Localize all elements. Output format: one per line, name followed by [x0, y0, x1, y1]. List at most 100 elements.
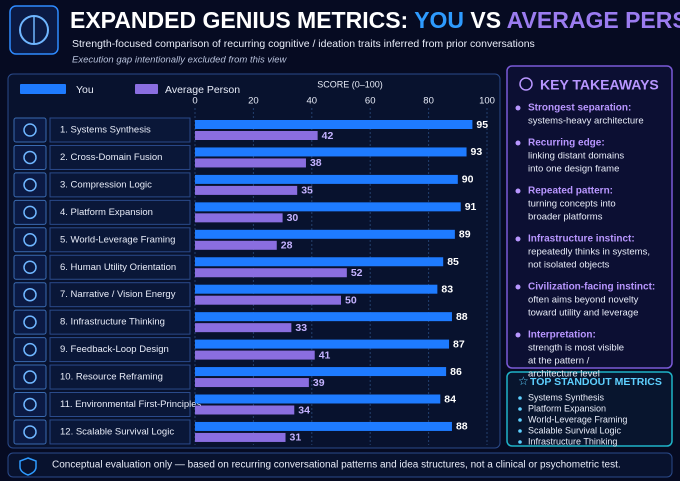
icon-glyph — [23, 260, 37, 274]
value-label: 52 — [351, 267, 363, 279]
category-label: 10. Resource Reframing — [60, 372, 163, 383]
category-label: 11. Environmental First-Principles — [60, 399, 202, 410]
takeaway-text: repeatedly thinks in systems, — [528, 247, 650, 258]
value-label: 90 — [462, 174, 474, 186]
bar — [195, 213, 283, 223]
label-box — [49, 392, 191, 417]
icon-glyph — [23, 287, 37, 302]
value-label: 41 — [319, 349, 331, 361]
x-tick-label: 100 — [479, 96, 495, 107]
icon-box — [13, 199, 47, 225]
bar — [195, 367, 447, 377]
value-label: 93 — [471, 146, 483, 158]
standout-panel — [506, 371, 673, 447]
bullet — [515, 105, 521, 111]
standout-item: Systems Synthesis — [528, 392, 605, 402]
value-label: 91 — [465, 201, 477, 213]
bullet — [518, 440, 522, 444]
takeaway-heading: Recurring edge: — [528, 138, 605, 149]
category-label: 6. Human Utility Orientation — [60, 262, 176, 273]
category-label: 1. Systems Synthesis — [60, 125, 151, 136]
icon-box — [13, 227, 47, 253]
icon-glyph — [23, 205, 37, 220]
value-label: 31 — [290, 432, 302, 444]
star-icon: ☆ — [518, 374, 529, 388]
icon-glyph — [23, 123, 37, 137]
icon-glyph — [23, 370, 37, 384]
takeaway-text: broader platforms — [528, 212, 603, 223]
value-label: 83 — [441, 283, 453, 295]
takeaways-title: KEY TAKEAWAYS — [540, 77, 659, 93]
icon-box — [13, 419, 47, 445]
note: Execution gap intentionally excluded fro… — [72, 55, 288, 66]
title: EXPANDED GENIUS METRICS: YOU VS AVERAGE … — [70, 7, 680, 33]
category-label: 8. Infrastructure Thinking — [60, 317, 165, 328]
footer-panel — [7, 452, 673, 478]
icon-glyph — [23, 233, 37, 247]
bullet — [515, 332, 521, 338]
icon-box — [13, 144, 47, 170]
takeaways-panel — [506, 65, 673, 369]
takeaway-heading: Repeated pattern: — [528, 186, 613, 197]
category-label: 3. Compression Logic — [60, 179, 152, 190]
standout-item: Scalable Survival Logic — [528, 425, 622, 435]
label-box — [49, 254, 191, 280]
icon-box — [13, 282, 47, 308]
category-label: 7. Narrative / Vision Energy — [60, 289, 176, 300]
label-box — [49, 364, 191, 390]
takeaway-heading: Infrastructure instinct: — [528, 234, 635, 245]
bullet — [518, 418, 522, 422]
bar — [195, 268, 347, 278]
value-label: 95 — [476, 119, 488, 131]
takeaway-text: linking distant domains — [528, 151, 624, 162]
bar — [195, 202, 461, 212]
bar — [195, 432, 286, 442]
value-label: 88 — [456, 311, 468, 323]
bar — [195, 421, 452, 431]
value-label: 39 — [313, 377, 325, 389]
bullet — [515, 284, 521, 290]
bulb-icon — [519, 77, 533, 91]
standout-title: TOP STANDOUT METRICS — [530, 376, 662, 388]
legend-swatch — [135, 84, 158, 94]
bullet — [518, 429, 522, 433]
subtitle: Strength-focused comparison of recurring… — [72, 38, 535, 50]
label-box — [49, 337, 191, 363]
value-label: 89 — [459, 229, 471, 241]
icon-box — [13, 172, 47, 198]
takeaway-text: systems-heavy architecture — [528, 116, 644, 127]
bar — [195, 240, 277, 250]
standout-item: Platform Expansion — [528, 403, 606, 413]
bar — [195, 131, 318, 140]
takeaway-text: architecture level — [528, 369, 600, 380]
icon-glyph — [23, 342, 37, 357]
category-label: 2. Cross-Domain Fusion — [60, 152, 162, 163]
title-part: VS — [464, 7, 507, 33]
x-axis-title: SCORE (0–100) — [317, 79, 383, 89]
category-label: 5. World-Leverage Framing — [60, 234, 175, 245]
takeaway-text: often aims beyond novelty — [528, 295, 639, 306]
bar — [195, 405, 295, 415]
value-label: 30 — [287, 212, 299, 224]
icon-box — [13, 117, 47, 143]
takeaway-heading: Interpretation: — [528, 330, 596, 341]
value-label: 38 — [310, 157, 322, 169]
legend-label: You — [76, 84, 94, 96]
icon-box — [13, 364, 47, 390]
bullet — [515, 236, 521, 242]
title-part: YOU — [414, 7, 464, 33]
icon-box — [13, 337, 47, 363]
bar — [195, 257, 444, 267]
bar — [195, 339, 450, 349]
footer: Conceptual evaluation only — based on re… — [52, 460, 621, 471]
icon-glyph — [23, 397, 37, 412]
icon-glyph — [23, 425, 37, 439]
value-label: 85 — [447, 256, 459, 268]
label-box — [49, 419, 191, 445]
label-box — [49, 309, 191, 335]
bar — [195, 185, 298, 195]
standout-item: Infrastructure Thinking — [528, 436, 617, 446]
bullet — [515, 140, 521, 146]
value-label: 28 — [281, 240, 293, 252]
